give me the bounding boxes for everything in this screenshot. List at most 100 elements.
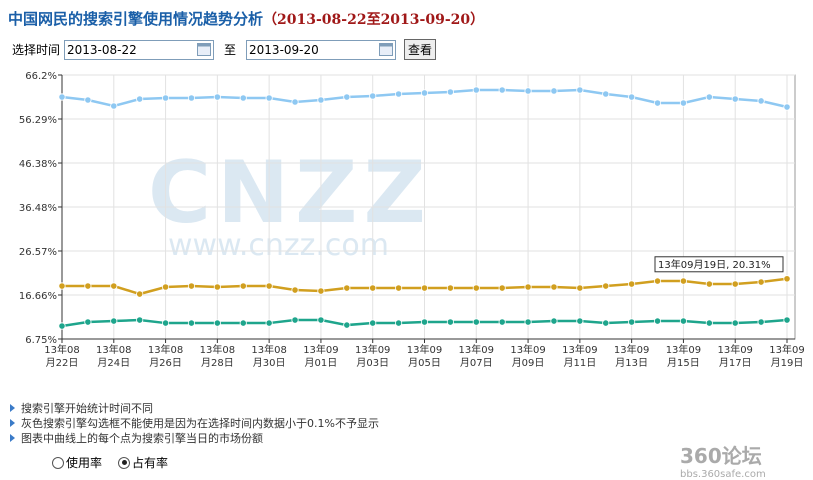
data-point — [110, 317, 118, 325]
data-point — [550, 317, 558, 325]
x-tick-label: 13年09 月13日 — [613, 345, 650, 369]
date-form: 选择时间 2013-08-22 至 2013-09-20 查看 — [12, 39, 437, 60]
data-point — [498, 86, 506, 94]
x-tick-label: 13年09 月05日 — [406, 345, 443, 369]
data-point — [369, 92, 377, 100]
data-point — [291, 286, 299, 294]
data-point — [498, 318, 506, 326]
data-point — [161, 94, 170, 102]
data-point — [628, 318, 636, 326]
data-point — [369, 284, 377, 292]
data-point — [161, 319, 170, 327]
separator: 至 — [224, 43, 237, 57]
y-tick-label: 16.66% — [19, 291, 57, 302]
y-tick-label: 46.38% — [19, 159, 57, 170]
data-point — [213, 319, 221, 327]
data-point — [550, 283, 558, 291]
data-point — [524, 283, 532, 291]
x-tick-label: 13年08 月22日 — [44, 345, 80, 369]
data-point — [239, 319, 247, 327]
data-point — [84, 282, 92, 290]
data-point — [369, 319, 377, 327]
option-label: 使用率 — [66, 456, 103, 470]
x-tick-label: 13年09 月09日 — [510, 345, 546, 369]
data-point — [679, 277, 688, 285]
data-point — [705, 280, 713, 288]
data-point — [576, 317, 584, 325]
watermark-url: www.cnzz.com — [168, 228, 389, 263]
data-point — [783, 103, 791, 111]
start-date-input[interactable]: 2013-08-22 — [64, 39, 215, 60]
data-point — [265, 94, 273, 102]
data-point — [343, 284, 351, 292]
data-point — [783, 316, 791, 324]
y-tick-label: 36.48% — [19, 203, 57, 214]
data-point — [343, 321, 351, 329]
x-tick-label: 13年08 月26日 — [147, 345, 184, 369]
y-tick-label: 56.29% — [19, 115, 57, 126]
calendar-icon[interactable] — [197, 42, 212, 56]
data-point — [783, 275, 791, 283]
data-point — [110, 102, 118, 110]
data-point — [136, 290, 144, 298]
radio[interactable] — [118, 456, 131, 469]
form-label: 选择时间 — [12, 43, 61, 57]
data-point — [472, 86, 480, 94]
data-point — [705, 319, 713, 327]
watermark-logo: CNZZ — [148, 143, 432, 243]
forum-logo: 360论坛 bbs.360safe.com — [680, 440, 766, 480]
data-point — [446, 318, 454, 326]
end-date-input[interactable]: 2013-09-20 — [246, 39, 397, 60]
data-point — [602, 90, 610, 98]
y-tick-label: 26.57% — [19, 247, 57, 258]
data-point — [58, 93, 66, 101]
x-tick-label: 13年08 月28日 — [199, 345, 236, 369]
data-point — [84, 318, 92, 326]
data-point — [472, 284, 480, 292]
data-point — [446, 88, 454, 96]
data-point — [291, 316, 299, 324]
data-point — [731, 95, 739, 103]
data-point — [757, 318, 765, 326]
title: 中国网民的搜索引擎使用情况趋势分析 — [8, 10, 264, 28]
data-point — [472, 318, 480, 326]
data-point — [213, 283, 221, 291]
x-tick-label: 13年09 月01日 — [303, 345, 339, 369]
query-button[interactable]: 查看 — [404, 39, 437, 60]
data-point — [524, 87, 532, 95]
data-point — [291, 98, 299, 106]
x-tick-label: 13年09 月03日 — [354, 345, 391, 369]
note: 搜索引擎开始统计时间不同 — [10, 401, 379, 416]
start-date: 2013-08-22 — [67, 42, 137, 57]
data-point — [187, 94, 196, 102]
data-point — [628, 280, 636, 288]
note: 图表中曲线上的每个点为搜索引擎当日的市场份额 — [10, 431, 379, 446]
data-point — [187, 319, 196, 327]
data-point — [679, 99, 688, 107]
data-point — [653, 277, 662, 285]
data-point — [161, 283, 170, 291]
data-point — [239, 282, 247, 290]
option[interactable]: 使用率 — [52, 454, 102, 471]
forum-url: bbs.360safe.com — [680, 469, 766, 480]
data-point — [110, 282, 118, 290]
data-point — [58, 322, 66, 330]
end-date: 2013-09-20 — [249, 42, 319, 57]
calendar-icon[interactable] — [379, 42, 394, 56]
data-point — [265, 319, 273, 327]
data-point — [576, 284, 584, 292]
data-point — [317, 316, 325, 324]
option[interactable]: 占有率 — [118, 454, 168, 471]
data-point — [343, 93, 351, 101]
forum-name: 360论坛 — [680, 444, 762, 468]
x-tick-label: 13年08 月30日 — [251, 345, 287, 369]
y-tick-label: 6.75% — [25, 335, 57, 346]
data-point — [239, 94, 247, 102]
note: 灰色搜索引擎勾选框不能使用是因为在选择时间内数据小于0.1%不予显示 — [10, 416, 379, 431]
data-point — [317, 96, 325, 104]
x-tick-label: 13年09 月17日 — [717, 345, 753, 369]
tooltip-box — [654, 256, 784, 273]
radio[interactable] — [52, 456, 64, 469]
